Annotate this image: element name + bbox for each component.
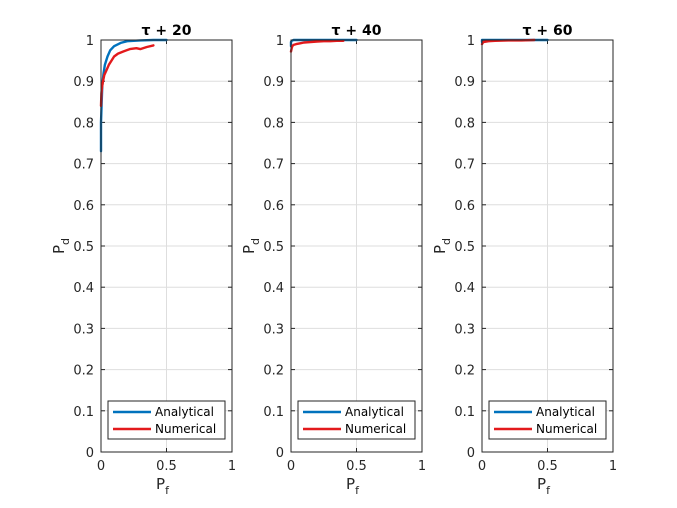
y-tick-label: 1: [276, 34, 284, 49]
chart-title: τ + 40: [332, 23, 382, 39]
legend-label-analytical: Analytical: [155, 405, 214, 419]
series-line-numerical: [99, 44, 155, 108]
axes-frame: [481, 39, 614, 453]
chart-title: τ + 20: [142, 23, 192, 39]
y-tick-label: 0.4: [263, 281, 284, 296]
chart-panel-3: 0 0.5 1 0 0.1 0.2 0.3 0.4 0.5 0.6 0.7 0.8 0.9 1 τ + 60…: [431, 23, 617, 497]
series-line-numerical: [289, 39, 345, 53]
x-axis-label: Pf: [156, 475, 170, 497]
y-tick-label: 0: [86, 446, 94, 461]
y-tick-label: 0.8: [263, 116, 284, 131]
y-tick-label: 0.6: [263, 199, 284, 214]
legend-label-numerical: Numerical: [155, 422, 216, 436]
y-axis-label-subscript: d: [249, 238, 262, 245]
x-tick-label: 1: [228, 459, 236, 474]
x-axis-label-subscript: f: [546, 484, 551, 497]
y-tick-label: 0.2: [73, 364, 94, 379]
y-axis-label-subscript: d: [59, 238, 72, 245]
x-tick-label: 0.5: [156, 459, 177, 474]
y-axis-label: Pd: [50, 238, 72, 254]
legend-label-analytical: Analytical: [536, 405, 595, 419]
y-tick-label: 0.9: [454, 75, 475, 90]
x-tick-label: 0.5: [537, 459, 558, 474]
y-tick-label: 0.7: [454, 158, 475, 173]
y-axis-label: Pd: [431, 238, 453, 254]
legend: Analytical Numerical: [488, 400, 607, 440]
y-tick-label: 0.3: [454, 322, 475, 337]
y-tick-label: 0.3: [73, 322, 94, 337]
legend-box: [297, 400, 416, 440]
y-tick-label: 0.3: [263, 322, 284, 337]
x-tick-label: 1: [609, 459, 617, 474]
y-axis-label-subscript: d: [440, 238, 453, 245]
legend-label-analytical: Analytical: [345, 405, 404, 419]
legend-box: [107, 400, 226, 440]
legend: Analytical Numerical: [297, 400, 416, 440]
x-tick-label: 1: [418, 459, 426, 474]
y-tick-label: 0.4: [454, 281, 475, 296]
y-tick-label: 0: [276, 446, 284, 461]
x-axis-label: Pf: [346, 475, 360, 497]
axes-frame: [100, 39, 233, 453]
legend-box: [488, 400, 607, 440]
x-tick-label: 0: [287, 459, 295, 474]
axes-frame: [290, 39, 423, 453]
y-tick-label: 0.9: [263, 75, 284, 90]
legend-label-numerical: Numerical: [345, 422, 406, 436]
y-tick-label: 0.5: [263, 240, 284, 255]
y-tick-label: 0.7: [73, 158, 94, 173]
y-tick-label: 0.2: [263, 364, 284, 379]
y-tick-label: 1: [467, 34, 475, 49]
y-tick-label: 0.5: [454, 240, 475, 255]
x-axis-label-subscript: f: [355, 484, 360, 497]
y-tick-label: 0.7: [263, 158, 284, 173]
x-axis-label: Pf: [537, 475, 551, 497]
x-tick-label: 0: [478, 459, 486, 474]
y-tick-label: 0.1: [454, 405, 475, 420]
y-tick-label: 0.1: [263, 405, 284, 420]
y-tick-label: 0.9: [73, 75, 94, 90]
y-tick-label: 0.6: [454, 199, 475, 214]
y-tick-label: 0.5: [73, 240, 94, 255]
y-axis-label: Pd: [240, 238, 262, 254]
y-tick-label: 0: [467, 446, 475, 461]
y-tick-label: 0.1: [73, 405, 94, 420]
legend: Analytical Numerical: [107, 400, 226, 440]
y-tick-label: 0.4: [73, 281, 94, 296]
y-tick-label: 1: [86, 34, 94, 49]
legend-label-numerical: Numerical: [536, 422, 597, 436]
x-tick-label: 0: [97, 459, 105, 474]
chart-panel-2: 0 0.5 1 0 0.1 0.2 0.3 0.4 0.5 0.6 0.7 0.8 0.9 1 τ + 40…: [240, 23, 426, 497]
y-tick-label: 0.8: [73, 116, 94, 131]
chart-panel-1: 0 0.5 1 0 0.1 0.2 0.3 0.4 0.5 0.6 0.7 0.8 0.9 1 τ + 20…: [50, 23, 236, 497]
x-tick-label: 0.5: [346, 459, 367, 474]
y-tick-label: 0.8: [454, 116, 475, 131]
y-tick-label: 0.2: [454, 364, 475, 379]
x-axis-label-subscript: f: [165, 484, 170, 497]
y-tick-label: 0.6: [73, 199, 94, 214]
chart-title: τ + 60: [523, 23, 573, 39]
